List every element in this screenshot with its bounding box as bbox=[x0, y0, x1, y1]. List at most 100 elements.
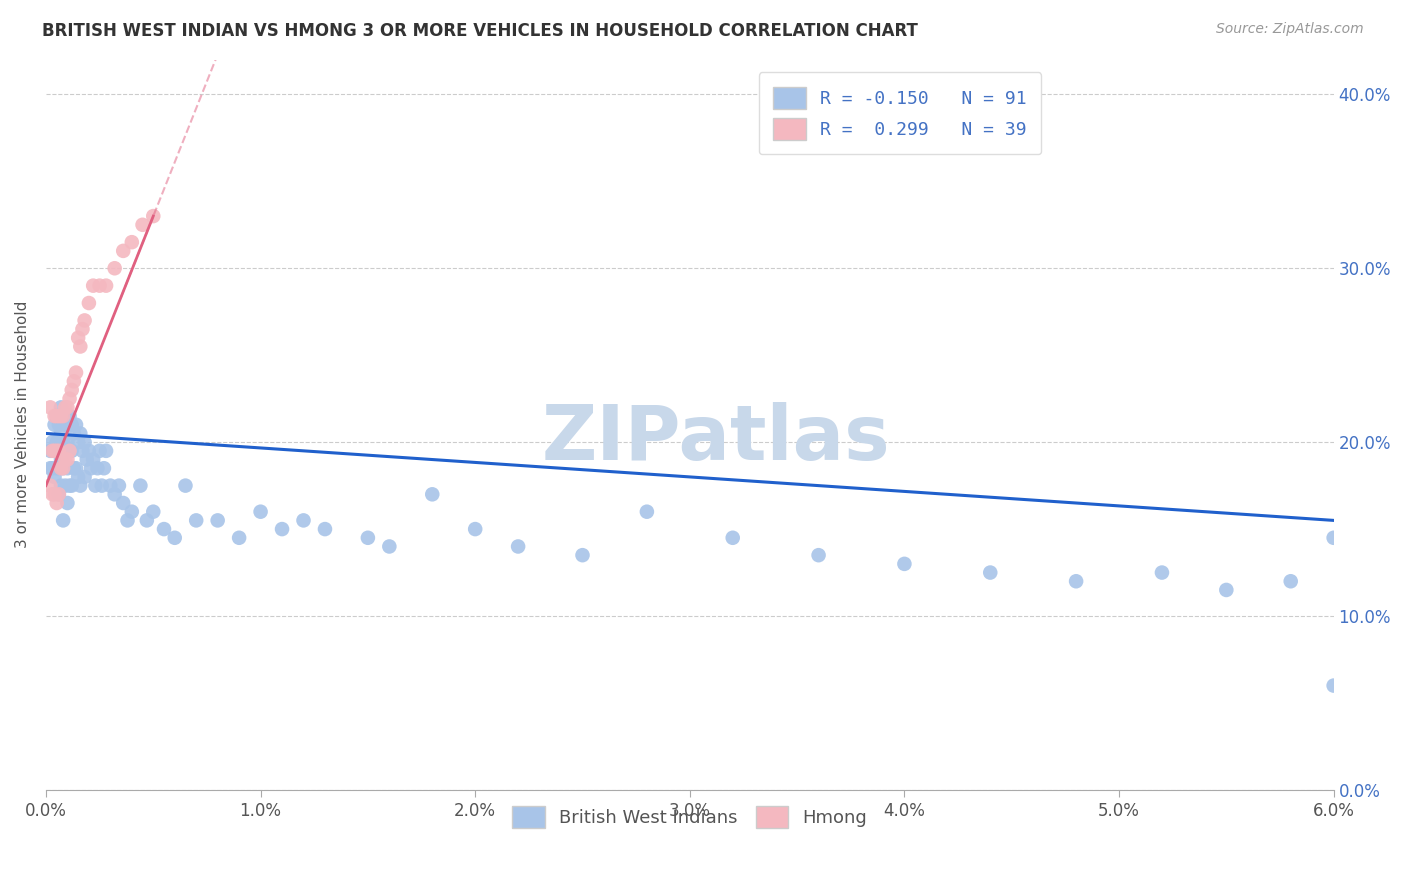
Point bbox=[49, 426, 72, 441]
Point bbox=[69, 478, 91, 492]
Point bbox=[45, 496, 67, 510]
Point bbox=[76, 452, 98, 467]
Point bbox=[82, 452, 104, 467]
Point bbox=[228, 531, 250, 545]
Point bbox=[48, 487, 70, 501]
Point bbox=[117, 513, 139, 527]
Point bbox=[49, 461, 72, 475]
Text: BRITISH WEST INDIAN VS HMONG 3 OR MORE VEHICLES IN HOUSEHOLD CORRELATION CHART: BRITISH WEST INDIAN VS HMONG 3 OR MORE V… bbox=[42, 22, 918, 40]
Point bbox=[94, 443, 117, 458]
Point bbox=[93, 461, 115, 475]
Point bbox=[90, 478, 112, 492]
Point bbox=[63, 374, 86, 388]
Point bbox=[53, 417, 76, 432]
Point bbox=[56, 409, 79, 423]
Point bbox=[1323, 531, 1346, 545]
Point bbox=[86, 461, 108, 475]
Point bbox=[979, 566, 1001, 580]
Point bbox=[1215, 582, 1237, 597]
Point bbox=[142, 505, 165, 519]
Point bbox=[129, 478, 152, 492]
Point bbox=[58, 409, 80, 423]
Point bbox=[80, 461, 103, 475]
Point bbox=[142, 209, 165, 223]
Point bbox=[67, 470, 90, 484]
Point bbox=[53, 401, 76, 415]
Point bbox=[292, 513, 315, 527]
Point bbox=[52, 409, 75, 423]
Point bbox=[357, 531, 380, 545]
Point bbox=[207, 513, 229, 527]
Point bbox=[49, 452, 72, 467]
Point bbox=[56, 496, 79, 510]
Point bbox=[39, 478, 62, 492]
Point bbox=[56, 435, 79, 450]
Point bbox=[163, 531, 186, 545]
Point bbox=[636, 505, 658, 519]
Point bbox=[135, 513, 157, 527]
Point bbox=[73, 435, 96, 450]
Point bbox=[45, 461, 67, 475]
Point bbox=[53, 443, 76, 458]
Point bbox=[65, 417, 87, 432]
Point bbox=[48, 409, 70, 423]
Point bbox=[41, 487, 63, 501]
Point bbox=[72, 322, 94, 336]
Point bbox=[153, 522, 176, 536]
Point bbox=[314, 522, 336, 536]
Text: Source: ZipAtlas.com: Source: ZipAtlas.com bbox=[1216, 22, 1364, 37]
Point bbox=[65, 366, 87, 380]
Point bbox=[1064, 574, 1087, 589]
Point bbox=[52, 435, 75, 450]
Point bbox=[186, 513, 208, 527]
Point bbox=[44, 487, 66, 501]
Point bbox=[72, 443, 94, 458]
Point bbox=[58, 392, 80, 406]
Point bbox=[77, 443, 100, 458]
Point bbox=[77, 296, 100, 310]
Point bbox=[893, 557, 915, 571]
Point bbox=[44, 417, 66, 432]
Point bbox=[67, 435, 90, 450]
Point bbox=[48, 443, 70, 458]
Point bbox=[41, 443, 63, 458]
Legend: British West Indians, Hmong: British West Indians, Hmong bbox=[505, 799, 875, 836]
Point bbox=[121, 505, 143, 519]
Point bbox=[58, 443, 80, 458]
Point bbox=[84, 478, 107, 492]
Point bbox=[131, 218, 153, 232]
Point bbox=[60, 383, 83, 397]
Point bbox=[49, 478, 72, 492]
Point bbox=[82, 278, 104, 293]
Point bbox=[67, 331, 90, 345]
Point bbox=[1323, 679, 1346, 693]
Point bbox=[98, 478, 121, 492]
Point bbox=[60, 478, 83, 492]
Point bbox=[249, 505, 271, 519]
Point bbox=[48, 417, 70, 432]
Point bbox=[52, 513, 75, 527]
Point bbox=[60, 443, 83, 458]
Point bbox=[174, 478, 197, 492]
Point bbox=[52, 461, 75, 475]
Point bbox=[45, 409, 67, 423]
Point bbox=[49, 401, 72, 415]
Point bbox=[56, 401, 79, 415]
Point bbox=[39, 461, 62, 475]
Point bbox=[89, 443, 111, 458]
Point bbox=[56, 452, 79, 467]
Point bbox=[73, 313, 96, 327]
Point bbox=[378, 540, 401, 554]
Point bbox=[44, 443, 66, 458]
Point bbox=[571, 548, 593, 562]
Point bbox=[89, 278, 111, 293]
Point bbox=[58, 478, 80, 492]
Point bbox=[69, 339, 91, 353]
Point bbox=[508, 540, 530, 554]
Point bbox=[1150, 566, 1173, 580]
Point bbox=[53, 452, 76, 467]
Point bbox=[807, 548, 830, 562]
Point bbox=[58, 443, 80, 458]
Point bbox=[112, 244, 135, 258]
Point bbox=[108, 478, 131, 492]
